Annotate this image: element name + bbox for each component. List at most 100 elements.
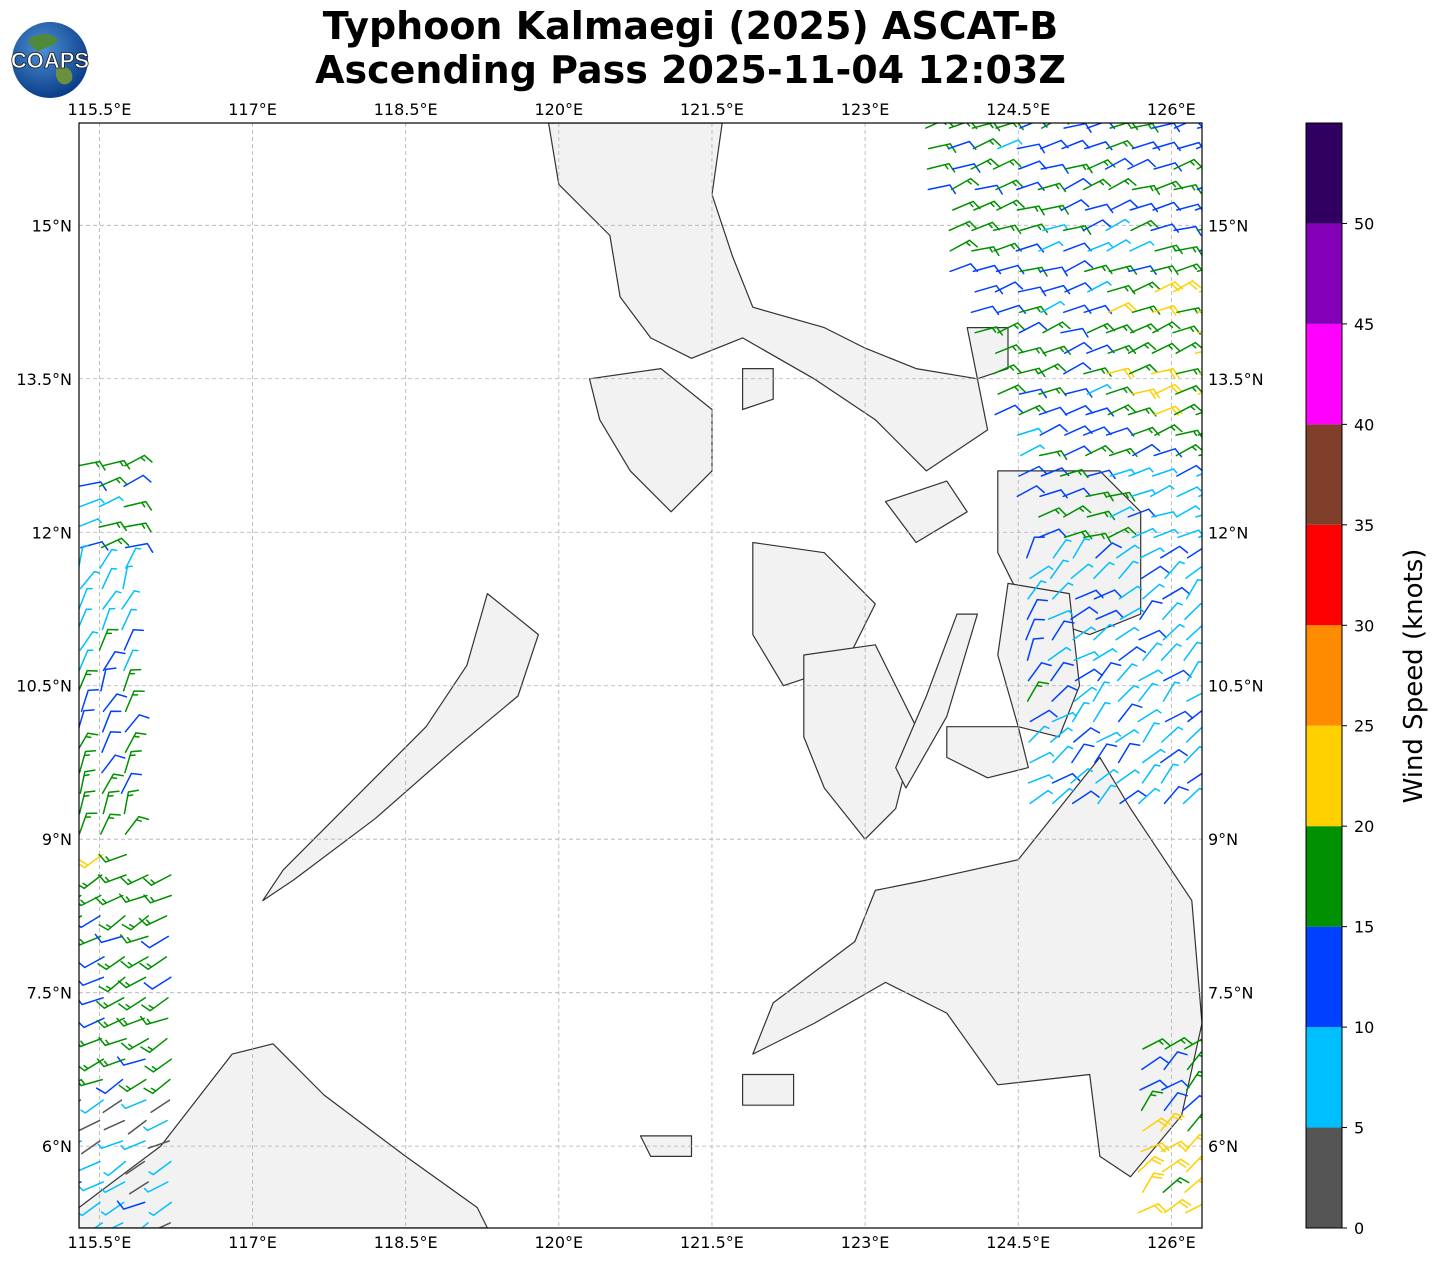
- wind-barb: [1118, 646, 1147, 661]
- wind-barb: [140, 1037, 168, 1054]
- wind-barb: [79, 518, 103, 528]
- wind-barb: [1150, 368, 1180, 379]
- wind-barb: [1060, 199, 1090, 211]
- wind-barb: [80, 1099, 104, 1114]
- lat-tick-label: 9°N: [1208, 830, 1238, 849]
- wind-barb: [1163, 1092, 1189, 1112]
- wind-barb: [1173, 123, 1202, 129]
- wind-barb: [1107, 344, 1137, 354]
- wind-barb: [1173, 158, 1202, 170]
- wind-barb: [59, 1162, 78, 1174]
- wind-barb: [1073, 686, 1097, 702]
- wind-barb: [1172, 280, 1202, 293]
- wind-barb: [1097, 662, 1122, 682]
- wind-barb: [1026, 637, 1045, 661]
- plot-frame: [78, 122, 1203, 1229]
- wind-barb: [123, 629, 145, 651]
- wind-barb: [1092, 701, 1111, 723]
- wind-barb: [103, 1119, 126, 1131]
- wind-barb: [970, 305, 1000, 316]
- wind-barb: [103, 1160, 127, 1177]
- wind-barb: [1175, 444, 1202, 457]
- lon-tick-label: 117°E: [228, 100, 277, 119]
- wind-barb: [1026, 536, 1046, 559]
- wind-barb: [1115, 626, 1140, 641]
- wind-barb: [147, 1140, 170, 1149]
- wind-barb: [1117, 742, 1141, 764]
- wind-barb: [1107, 404, 1137, 416]
- wind-barb: [1140, 1090, 1164, 1112]
- lon-tick-label: 121.5°E: [680, 1233, 744, 1252]
- wind-barbs: [56, 123, 1202, 1228]
- wind-barb: [56, 1121, 78, 1134]
- wind-barb: [1083, 532, 1112, 543]
- wind-barb: [1085, 407, 1115, 417]
- wind-barb: [1027, 662, 1052, 682]
- wind-barb: [124, 750, 142, 774]
- wind-barb: [1150, 223, 1180, 233]
- wind-barb: [1176, 464, 1202, 477]
- wind-barb: [141, 997, 169, 1012]
- colorbar-tick-label: 30: [1354, 616, 1374, 635]
- wind-barb: [1039, 266, 1068, 277]
- wind-barb: [1060, 327, 1089, 338]
- wind-barb: [1196, 186, 1202, 191]
- wind-barb: [995, 179, 1024, 191]
- wind-barb: [1047, 646, 1072, 661]
- lat-tick-label: 9°N: [42, 830, 72, 849]
- wind-barb: [101, 731, 122, 753]
- wind-barb: [102, 790, 120, 815]
- colorbar-tick-label: 25: [1354, 717, 1374, 736]
- wind-barb: [79, 874, 80, 876]
- wind-barb: [1062, 304, 1092, 314]
- wind-barb: [1086, 510, 1116, 521]
- wind-barb: [1093, 561, 1115, 580]
- wind-barb: [1183, 745, 1202, 764]
- wind-barb: [1051, 685, 1078, 702]
- wind-barb: [102, 590, 122, 610]
- wind-barb: [1129, 240, 1155, 252]
- wind-barb: [96, 997, 125, 1009]
- wind-barb: [1071, 743, 1095, 764]
- wind-barb: [79, 498, 105, 508]
- wind-barb: [1162, 602, 1183, 620]
- wind-barb: [1026, 681, 1050, 702]
- wind-barb: [1064, 260, 1094, 273]
- wind-barb: [1087, 241, 1113, 252]
- wind-barb: [79, 481, 107, 492]
- wind-barb: [1196, 126, 1202, 129]
- wind-barb: [1109, 468, 1136, 477]
- wind-barb: [125, 1160, 146, 1175]
- wind-barb: [118, 893, 148, 903]
- wind-barb: [1073, 727, 1101, 743]
- wind-barb: [96, 1017, 125, 1029]
- wind-barb: [1116, 544, 1140, 559]
- wind-barb: [1105, 140, 1135, 150]
- wind-barb: [997, 139, 1023, 150]
- wind-barb: [79, 1078, 83, 1082]
- wind-barb: [994, 404, 1024, 416]
- wind-barb: [1132, 443, 1161, 457]
- wind-barb: [79, 709, 95, 731]
- wind-barb: [1042, 224, 1068, 232]
- wind-barb: [98, 476, 128, 487]
- wind-barb: [1042, 345, 1071, 355]
- colorbar-segment: [1306, 1027, 1342, 1128]
- wind-barb: [143, 976, 172, 990]
- wind-barb: [1141, 565, 1170, 580]
- wind-barb: [1027, 774, 1054, 784]
- wind-barb: [1041, 123, 1070, 129]
- wind-barb: [1128, 467, 1154, 477]
- wind-barb: [121, 590, 140, 610]
- wind-barb: [79, 769, 96, 794]
- colorbar-segment: [1306, 223, 1342, 324]
- wind-barb: [1051, 620, 1075, 641]
- wind-barb: [1141, 1056, 1170, 1071]
- wind-barb: [98, 976, 126, 993]
- wind-barb: [1153, 448, 1183, 458]
- wind-barb: [1196, 473, 1202, 477]
- wind-barb: [950, 177, 980, 191]
- colorbar-segment: [1306, 123, 1342, 224]
- colorbar-tick-label: 35: [1354, 516, 1374, 535]
- wind-barb: [79, 649, 94, 672]
